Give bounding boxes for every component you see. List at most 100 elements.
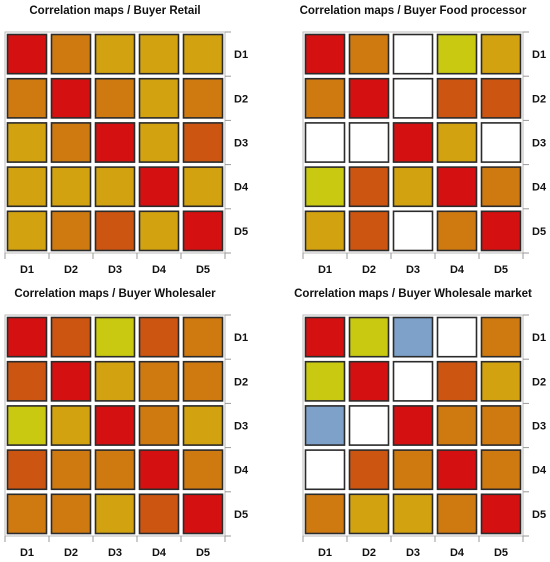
heatmap-cell xyxy=(304,166,346,208)
heatmap-cell xyxy=(304,360,346,402)
heatmap-cell xyxy=(436,493,478,535)
heatmap-cell xyxy=(436,405,478,446)
row-label: D1 xyxy=(532,332,546,344)
heatmap-cell xyxy=(480,360,522,402)
column-label: D1 xyxy=(318,264,332,276)
heatmap-cell xyxy=(50,77,92,119)
heatmap-cell xyxy=(94,122,136,163)
heatmap-cell xyxy=(182,449,224,491)
heatmap-cell xyxy=(480,77,522,119)
row-label: D1 xyxy=(532,49,546,61)
heatmap-cell xyxy=(138,33,180,75)
heatmap-cell xyxy=(348,33,390,75)
heatmap-cell xyxy=(138,210,180,252)
row-label: D5 xyxy=(532,509,546,521)
column-label: D3 xyxy=(406,264,420,276)
column-label: D1 xyxy=(318,547,332,559)
heatmap-cell xyxy=(94,405,136,446)
heatmap-cell xyxy=(304,449,346,491)
heatmap-cell xyxy=(94,493,136,535)
heatmap-cell xyxy=(50,122,92,163)
heatmap-cell xyxy=(182,493,224,535)
heatmap-cell xyxy=(480,122,522,163)
row-label: D3 xyxy=(532,421,546,433)
column-label: D2 xyxy=(64,264,78,276)
heatmap-cell xyxy=(480,33,522,75)
heatmap-cell xyxy=(94,166,136,208)
heatmap-cell xyxy=(480,449,522,491)
heatmap-cell xyxy=(436,77,478,119)
row-label: D2 xyxy=(234,93,248,105)
heatmap-cell xyxy=(94,360,136,402)
heatmap-cell xyxy=(304,493,346,535)
heatmap-cell xyxy=(304,316,346,358)
heatmap-cell xyxy=(392,122,434,163)
column-label: D4 xyxy=(450,547,465,559)
heatmap-cell xyxy=(304,122,346,163)
heatmap-cell xyxy=(138,316,180,358)
heatmap-cell xyxy=(94,449,136,491)
heatmap-cell xyxy=(392,77,434,119)
heatmap-cell xyxy=(50,166,92,208)
heatmap-cell xyxy=(348,210,390,252)
heatmap-cell xyxy=(436,210,478,252)
heatmap-cell xyxy=(182,360,224,402)
chart-title: Correlation maps / Buyer Wholesaler xyxy=(14,288,216,300)
column-label: D3 xyxy=(108,547,122,559)
heatmap-cell xyxy=(182,166,224,208)
heatmap-cell xyxy=(392,166,434,208)
heatmap-cell xyxy=(94,210,136,252)
heatmap-cell xyxy=(436,360,478,402)
heatmap-cell xyxy=(348,405,390,446)
column-label: D4 xyxy=(450,264,465,276)
heatmap-cell xyxy=(182,405,224,446)
heatmap-cell xyxy=(138,405,180,446)
heatmap-cell xyxy=(94,316,136,358)
heatmap-cell xyxy=(138,166,180,208)
heatmap-cell xyxy=(436,316,478,358)
heatmap-cell xyxy=(348,493,390,535)
column-label: D5 xyxy=(196,264,210,276)
heatmap-cell xyxy=(392,316,434,358)
column-label: D5 xyxy=(494,264,508,276)
row-label: D4 xyxy=(234,465,249,477)
column-label: D2 xyxy=(64,547,78,559)
heatmap-cell xyxy=(138,360,180,402)
heatmap-cell xyxy=(94,77,136,119)
row-label: D1 xyxy=(234,332,248,344)
heatmap-cell xyxy=(480,316,522,358)
heatmap-cell xyxy=(480,210,522,252)
heatmap-cell xyxy=(6,493,48,535)
heatmap-cell xyxy=(50,405,92,446)
heatmap-cell xyxy=(138,493,180,535)
heatmap-cell xyxy=(182,122,224,163)
heatmap-cell xyxy=(182,210,224,252)
heatmap-cell xyxy=(392,405,434,446)
heatmap-buyer-retail: Correlation maps / Buyer Retail D1 D2 D3 D4 D… xyxy=(4,5,249,276)
heatmap-buyer-food-processor: Correlation maps / Buyer Food processor D… xyxy=(300,5,547,276)
column-label: D1 xyxy=(20,264,34,276)
heatmap-cell xyxy=(348,316,390,358)
row-label: D5 xyxy=(532,226,546,238)
heatmap-cell xyxy=(348,360,390,402)
heatmap-cell xyxy=(6,122,48,163)
heatmap-cell xyxy=(480,405,522,446)
heatmap-cell xyxy=(436,122,478,163)
row-label: D1 xyxy=(234,49,248,61)
heatmap-cell xyxy=(392,493,434,535)
row-label: D4 xyxy=(532,465,547,477)
chart-title: Correlation maps / Buyer Food processor xyxy=(300,5,527,17)
row-label: D5 xyxy=(234,509,248,521)
heatmap-cell xyxy=(348,449,390,491)
row-label: D2 xyxy=(234,376,248,388)
heatmap-cell xyxy=(480,493,522,535)
column-label: D3 xyxy=(108,264,122,276)
heatmap-cell xyxy=(50,360,92,402)
column-label: D3 xyxy=(406,547,420,559)
heatmap-cell xyxy=(436,449,478,491)
column-label: D1 xyxy=(20,547,34,559)
heatmap-cell xyxy=(6,316,48,358)
row-label: D2 xyxy=(532,376,546,388)
heatmap-cell xyxy=(436,33,478,75)
heatmap-cell xyxy=(436,166,478,208)
